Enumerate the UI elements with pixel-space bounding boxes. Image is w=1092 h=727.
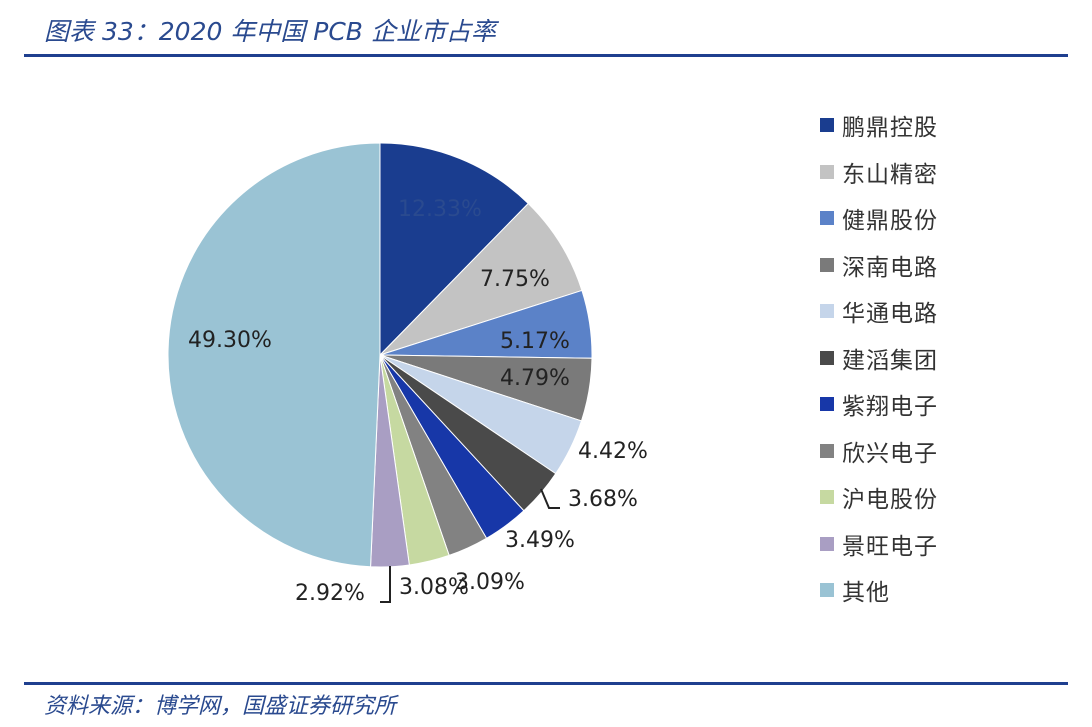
data-label: 7.75%	[480, 267, 550, 292]
data-label: 3.49%	[505, 528, 575, 553]
legend-swatch	[820, 536, 834, 551]
legend-label: 健鼎股份	[842, 208, 938, 235]
pie-slice	[167, 142, 381, 568]
legend-label: 紫翔电子	[842, 394, 938, 421]
footer-divider	[24, 682, 1068, 685]
legend-swatch	[820, 583, 834, 598]
legend-swatch	[820, 118, 834, 133]
legend-label: 东山精密	[842, 161, 938, 188]
pie-slice	[379, 142, 529, 357]
data-label: 12.33%	[398, 197, 482, 222]
legend-swatch	[820, 443, 834, 458]
legend-item: 东山精密	[820, 149, 938, 196]
legend-label: 欣兴电子	[842, 440, 938, 467]
legend-item: 欣兴电子	[820, 428, 938, 475]
data-label: 5.17%	[500, 329, 570, 354]
data-label: 2.92%	[295, 581, 365, 606]
legend-label: 景旺电子	[842, 533, 938, 560]
legend-item: 深南电路	[820, 242, 938, 289]
data-label: 3.68%	[568, 487, 638, 512]
leader-line	[540, 488, 560, 509]
legend-swatch	[820, 350, 834, 365]
legend-item: 鹏鼎控股	[820, 102, 938, 149]
legend-item: 景旺电子	[820, 521, 938, 568]
legend-swatch	[820, 164, 834, 179]
legend-swatch	[820, 304, 834, 319]
legend-label: 鹏鼎控股	[842, 115, 938, 142]
legend-swatch	[820, 211, 834, 226]
legend-label: 深南电路	[842, 254, 938, 281]
legend-item: 华通电路	[820, 288, 938, 335]
legend-swatch	[820, 257, 834, 272]
legend-item: 紫翔电子	[820, 381, 938, 428]
data-label: 4.79%	[500, 366, 570, 391]
legend-swatch	[820, 397, 834, 412]
legend-item: 沪电股份	[820, 474, 938, 521]
legend-label: 沪电股份	[842, 487, 938, 514]
legend-item: 健鼎股份	[820, 195, 938, 242]
data-label: 3.09%	[455, 570, 525, 595]
pie-slice	[379, 202, 583, 356]
leader-line	[380, 566, 391, 603]
legend-item: 其他	[820, 567, 938, 614]
legend-label: 建滔集团	[842, 347, 938, 374]
data-label: 4.42%	[578, 439, 648, 464]
legend-item: 建滔集团	[820, 335, 938, 382]
data-label: 3.08%	[399, 575, 469, 600]
source-note: 资料来源：博学网，国盛证券研究所	[44, 694, 397, 719]
header-divider	[24, 54, 1068, 57]
legend-label: 其他	[842, 580, 890, 607]
chart-title: 图表 33：2020 年中国 PCB 企业市占率	[44, 17, 496, 46]
data-label: 49.30%	[188, 328, 272, 353]
chart-legend: 鹏鼎控股东山精密健鼎股份深南电路华通电路建滔集团紫翔电子欣兴电子沪电股份景旺电子…	[820, 102, 938, 614]
legend-label: 华通电路	[842, 301, 938, 328]
legend-swatch	[820, 490, 834, 505]
